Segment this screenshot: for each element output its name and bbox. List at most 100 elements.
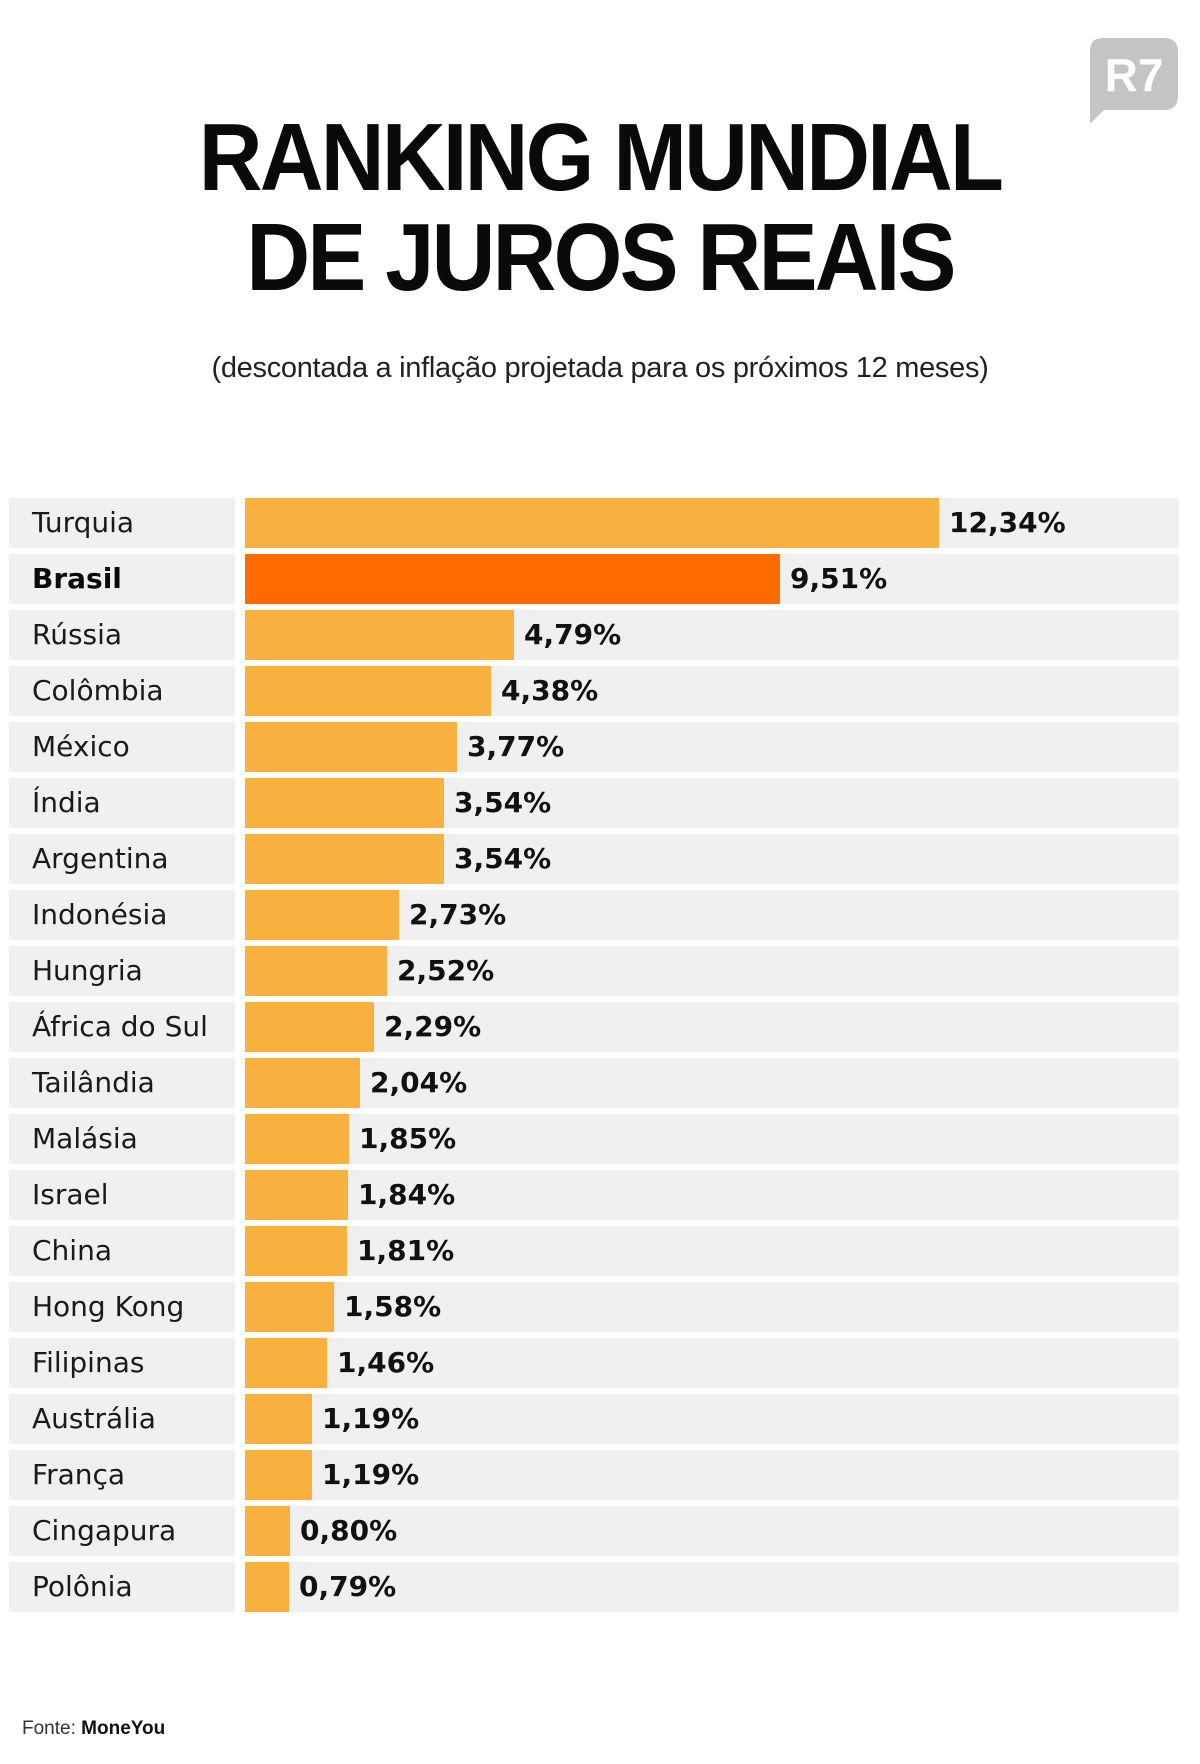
bar-value-label: 3,77% [467,730,565,763]
bar-value-label: 2,73% [409,898,507,931]
bar-row: Filipinas 1,46% [9,1338,1179,1388]
bar [245,946,387,996]
column-divider [235,722,245,772]
bar [245,1394,312,1444]
bar [245,666,491,716]
title-line-1: RANKING MUNDIAL [198,104,1004,211]
column-divider [235,666,245,716]
bar [245,1114,349,1164]
column-divider [235,1282,245,1332]
bar-row: Brasil 9,51% [9,554,1179,604]
bar-row: China 1,81% [9,1226,1179,1276]
column-divider [235,778,245,828]
bar-row: Indonésia 2,73% [9,890,1179,940]
bar-row: África do Sul 2,29% [9,1002,1179,1052]
r7-logo-icon: R7 [1090,38,1178,124]
bar-value-label: 2,52% [397,954,495,987]
bar-row: França 1,19% [9,1450,1179,1500]
column-divider [235,890,245,940]
bar-value-label: 1,19% [322,1458,420,1491]
bar [245,554,780,604]
column-divider [235,1058,245,1108]
category-label: Austrália [32,1402,156,1435]
bar-value-label: 12,34% [949,506,1066,539]
bar-value-label: 1,84% [358,1178,456,1211]
column-divider [235,1002,245,1052]
bar [245,610,514,660]
bar-value-label: 0,79% [299,1570,397,1603]
bar [245,1282,334,1332]
bar-chart: Turquia 12,34% Brasil 9,51% Rússia 4,79% Colôm… [9,498,1179,1618]
column-divider [235,1394,245,1444]
r7-logo-text: R7 [1105,49,1164,101]
bar [245,1338,327,1388]
bar-row: Hong Kong 1,58% [9,1282,1179,1332]
column-divider [235,1506,245,1556]
category-label: Israel [32,1178,109,1211]
bar [245,778,444,828]
category-label: Tailândia [32,1066,155,1099]
bar [245,722,457,772]
bar-value-label: 3,54% [454,842,552,875]
category-label: Malásia [32,1122,138,1155]
bar-value-label: 1,81% [357,1234,455,1267]
bar-row: Austrália 1,19% [9,1394,1179,1444]
category-label: China [32,1234,112,1267]
column-divider [235,1562,245,1612]
bar [245,1002,374,1052]
category-label: Hungria [32,954,143,987]
bar-row: Hungria 2,52% [9,946,1179,996]
category-label: África do Sul [32,1010,208,1043]
bar-row: México 3,77% [9,722,1179,772]
bar [245,1226,347,1276]
bar-value-label: 1,58% [344,1290,442,1323]
bar-row: Polônia 0,79% [9,1562,1179,1612]
category-label: Colômbia [32,674,164,707]
page-subtitle: (descontada a inflação projetada para os… [211,352,989,384]
bar-value-label: 1,85% [359,1122,457,1155]
category-label: Rússia [32,618,123,651]
bar-value-label: 4,79% [524,618,622,651]
bar [245,1562,289,1612]
category-label: Cingapura [32,1514,177,1547]
bar-row: Cingapura 0,80% [9,1506,1179,1556]
bar-value-label: 0,80% [300,1514,398,1547]
column-divider [235,610,245,660]
r7-logo: R7 [1088,38,1178,124]
bar-value-label: 1,46% [337,1346,435,1379]
bar-row: Malásia 1,85% [9,1114,1179,1164]
category-label: Argentina [32,842,169,875]
bar-row: Israel 1,84% [9,1170,1179,1220]
column-divider [235,834,245,884]
category-label: Filipinas [32,1346,145,1379]
bar [245,1170,348,1220]
column-divider [235,498,245,548]
bar-value-label: 9,51% [790,562,888,595]
page-title: RANKING MUNDIAL DE JUROS REAIS [48,108,1152,308]
bar-row: Colômbia 4,38% [9,666,1179,716]
bar-row: Índia 3,54% [9,778,1179,828]
category-label: Polônia [32,1570,133,1603]
bar-value-label: 2,29% [384,1010,482,1043]
column-divider [235,1170,245,1220]
bar-row: Tailândia 2,04% [9,1058,1179,1108]
column-divider [235,1450,245,1500]
column-divider [235,1114,245,1164]
category-label: México [32,730,130,763]
bar-value-label: 3,54% [454,786,552,819]
category-label: Indonésia [32,898,168,931]
bar-value-label: 2,04% [370,1066,468,1099]
category-label: Hong Kong [32,1290,185,1323]
source-note: Fonte: MoneYou [22,1718,165,1740]
bar-row: Rússia 4,79% [9,610,1179,660]
bar-value-label: 4,38% [501,674,599,707]
bar-row: Argentina 3,54% [9,834,1179,884]
category-label: Turquia [32,506,135,539]
bar [245,1450,312,1500]
bar [245,1506,290,1556]
bar [245,498,939,548]
source-label: Fonte: [22,1718,76,1739]
bar [245,890,399,940]
column-divider [235,1338,245,1388]
column-divider [235,554,245,604]
